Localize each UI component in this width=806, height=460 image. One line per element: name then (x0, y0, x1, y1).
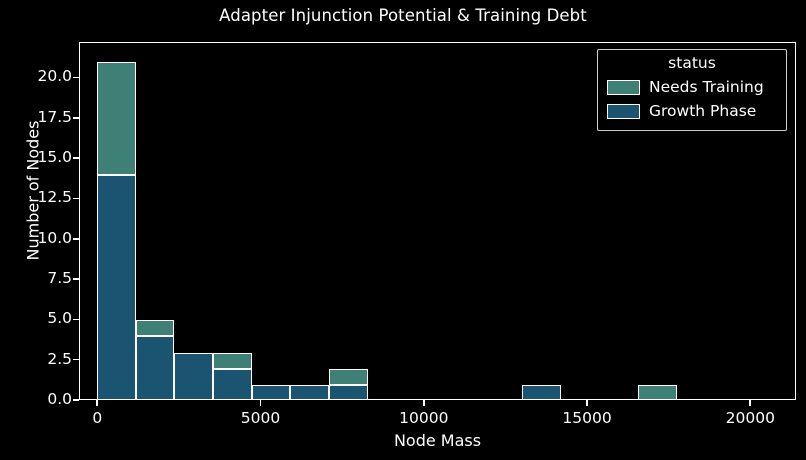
legend-item[interactable]: Growth Phase (607, 99, 777, 123)
y-tick-label: 5.0 (47, 309, 72, 328)
y-tick-mark (73, 76, 79, 79)
bar-segment (638, 384, 678, 399)
x-tick-label: 10000 (399, 409, 449, 427)
x-tick-label: 5000 (240, 409, 281, 427)
x-tick-mark (259, 400, 262, 406)
legend-item[interactable]: Needs Training (607, 75, 777, 99)
x-tick-label: 15000 (562, 409, 612, 427)
bar-segment (174, 352, 213, 399)
legend-label: Growth Phase (649, 102, 757, 120)
y-tick-label: 7.5 (47, 269, 72, 288)
bar-segment (135, 320, 175, 337)
x-tick-mark (422, 400, 425, 406)
bar-segment (522, 384, 562, 399)
legend-title: status (668, 54, 716, 72)
x-tick-mark (749, 400, 752, 406)
bar-segment (328, 368, 368, 385)
y-tick-label: 12.5 (37, 188, 72, 207)
bar-segment (96, 62, 136, 176)
y-tick-mark (73, 318, 79, 321)
y-tick-mark (73, 197, 79, 200)
x-tick-mark (96, 400, 99, 406)
bar-segment (328, 384, 368, 399)
legend-swatch-icon (607, 79, 640, 95)
bar-segment (290, 384, 329, 399)
y-axis-label: Number of Nodes (23, 120, 43, 261)
bars-layer (80, 43, 795, 399)
y-tick-label: 20.0 (37, 67, 72, 86)
x-tick-label: 0 (92, 409, 103, 427)
bar-segment (212, 352, 252, 369)
bar-segment (212, 368, 252, 399)
x-tick-label: 20000 (725, 409, 775, 427)
x-axis-label: Node Mass (393, 431, 482, 450)
legend-swatch-icon (607, 103, 640, 119)
y-tick-label: 10.0 (37, 228, 72, 247)
y-tick-mark (73, 278, 79, 280)
y-tick-label: 17.5 (37, 107, 72, 126)
chart-title: Adapter Injunction Potential & Training … (219, 6, 587, 25)
legend-entries: Needs Training Growth Phase (607, 75, 777, 123)
bar-segment (96, 175, 136, 399)
y-tick-label: 0.0 (47, 390, 72, 408)
y-tick-label: 15.0 (37, 148, 72, 167)
y-tick-label: 2.5 (47, 349, 72, 368)
y-tick-mark (73, 116, 79, 119)
y-tick-mark (73, 237, 79, 240)
bar-segment (251, 384, 291, 399)
legend: status Needs Training Growth Phase (597, 49, 787, 131)
y-tick-mark (73, 157, 79, 159)
y-tick-mark (73, 399, 79, 401)
bar-segment (135, 336, 175, 399)
x-tick-mark (586, 400, 588, 406)
y-tick-mark (73, 358, 79, 361)
legend-label: Needs Training (649, 78, 764, 96)
